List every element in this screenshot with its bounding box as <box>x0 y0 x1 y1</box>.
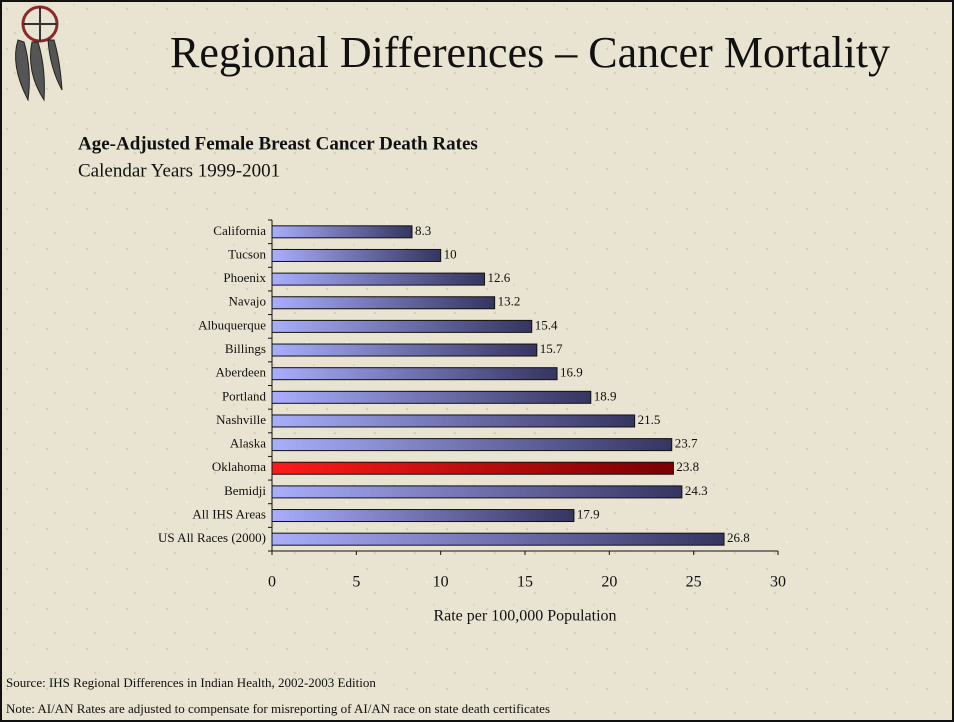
note: Note: AI/AN Rates are adjusted to compen… <box>6 701 550 716</box>
value-label: 24.3 <box>685 483 708 498</box>
value-label: 15.7 <box>540 341 563 356</box>
bar <box>271 485 683 499</box>
y-tick-label: US All Races (2000) <box>158 530 266 545</box>
y-tick-label: Billings <box>225 341 266 356</box>
y-tick-label: Tucson <box>228 246 266 261</box>
bar <box>271 414 636 428</box>
slide-title: Regional Differences – Cancer Mortality <box>170 28 890 77</box>
chart-subtitle: Calendar Years 1999-2001 <box>78 160 280 181</box>
value-label: 8.3 <box>415 223 431 238</box>
bar <box>271 438 673 452</box>
y-tick-label: Aberdeen <box>215 365 266 380</box>
value-label: 17.9 <box>577 507 600 522</box>
y-tick-label: Bemidji <box>224 483 266 498</box>
value-label: 16.9 <box>560 365 583 380</box>
value-label: 21.5 <box>638 412 661 427</box>
y-tick-label: Navajo <box>228 294 266 309</box>
x-axis-label: Rate per 100,000 Population <box>433 608 616 625</box>
x-tick-label: 20 <box>601 574 617 591</box>
bar <box>271 296 496 310</box>
x-tick-label: 25 <box>686 574 702 591</box>
x-tick-label: 10 <box>433 574 449 591</box>
y-tick-label: California <box>213 223 266 238</box>
value-label: 12.6 <box>488 270 511 285</box>
bar <box>271 367 558 381</box>
bar <box>271 390 592 404</box>
bar <box>271 225 413 239</box>
bar <box>271 248 442 262</box>
value-label: 13.2 <box>498 294 521 309</box>
x-tick-label: 15 <box>517 574 533 591</box>
y-tick-label: Phoenix <box>223 270 266 285</box>
x-tick-label: 30 <box>770 574 786 591</box>
bar <box>271 461 674 475</box>
bar <box>271 272 486 286</box>
y-tick-label: Nashville <box>216 412 266 427</box>
value-label: 15.4 <box>535 317 558 332</box>
bar <box>271 532 725 546</box>
x-tick-label: 0 <box>268 574 276 591</box>
y-tick-label: All IHS Areas <box>192 507 266 522</box>
y-tick-label: Albuquerque <box>198 317 266 332</box>
y-tick-label: Portland <box>222 388 267 403</box>
bar <box>271 509 575 523</box>
value-label: 23.7 <box>675 436 698 451</box>
source: Source: IHS Regional Differences in Indi… <box>6 675 376 690</box>
y-tick-label: Oklahoma <box>212 459 266 474</box>
chart-title: Age-Adjusted Female Breast Cancer Death … <box>78 133 478 154</box>
y-tick-label: Alaska <box>230 436 266 451</box>
bar <box>271 343 538 357</box>
x-tick-label: 5 <box>352 574 360 591</box>
value-label: 10 <box>444 246 457 261</box>
value-label: 23.8 <box>676 459 699 474</box>
logo <box>15 5 63 102</box>
value-label: 18.9 <box>594 388 617 403</box>
value-label: 26.8 <box>727 530 750 545</box>
bar <box>271 319 533 333</box>
